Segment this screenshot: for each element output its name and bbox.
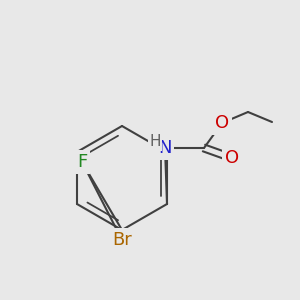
Text: O: O (225, 149, 239, 167)
Text: Br: Br (112, 231, 132, 249)
Text: N: N (158, 139, 172, 157)
Text: O: O (215, 114, 229, 132)
Text: H: H (149, 134, 161, 149)
Text: F: F (77, 153, 87, 171)
